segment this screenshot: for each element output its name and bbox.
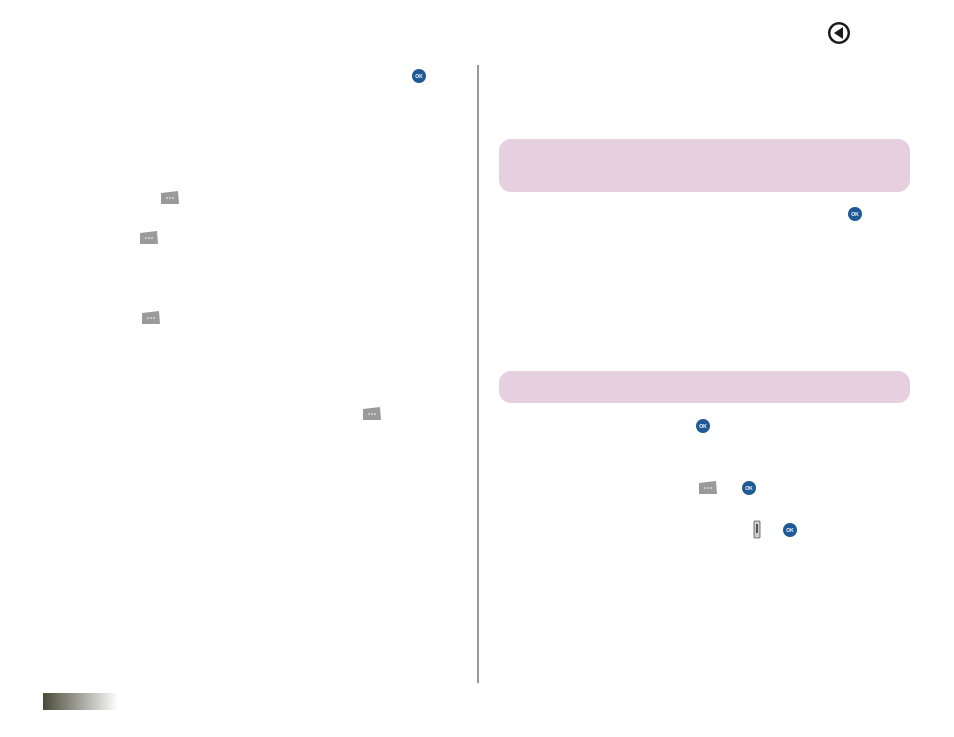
ok-icon: OK xyxy=(412,69,426,83)
side-key-icon xyxy=(753,520,761,539)
page-tab xyxy=(43,693,118,710)
note-box xyxy=(499,139,910,192)
note-box xyxy=(499,371,910,403)
ok-label: OK xyxy=(851,212,859,218)
ok-icon: OK xyxy=(783,523,797,537)
ok-label: OK xyxy=(786,528,794,534)
ok-icon: OK xyxy=(696,419,710,433)
softkey-icon xyxy=(161,191,179,204)
ok-label: OK xyxy=(699,424,707,430)
softkey-icon xyxy=(363,407,381,420)
softkey-icons xyxy=(140,191,717,494)
ok-icon: OK xyxy=(742,481,756,495)
softkey-icon xyxy=(142,311,160,324)
ok-label: OK xyxy=(745,486,753,492)
softkey-icon xyxy=(699,481,717,494)
softkey-icon xyxy=(140,231,158,244)
ok-label: OK xyxy=(415,74,423,80)
ok-icon: OK xyxy=(848,207,862,221)
back-button[interactable] xyxy=(828,22,850,44)
